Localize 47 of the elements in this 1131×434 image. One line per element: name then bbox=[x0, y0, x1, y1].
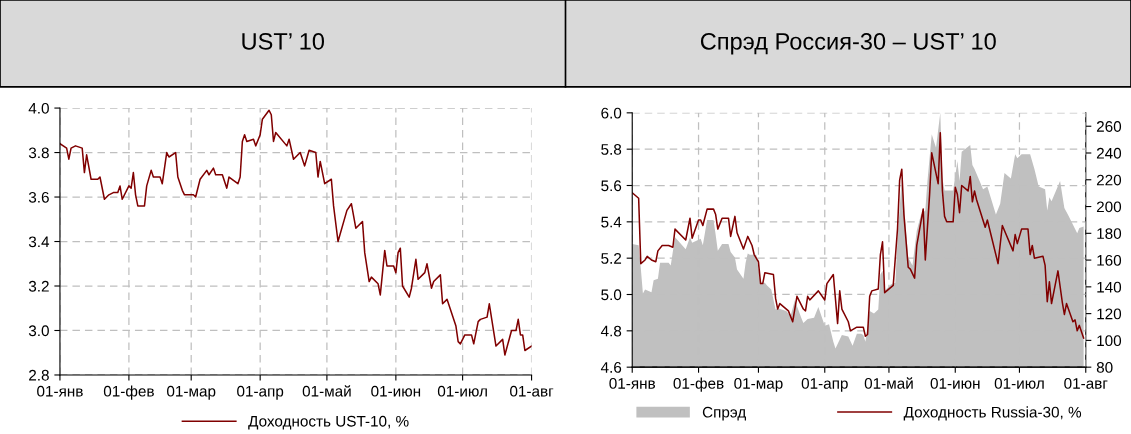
y-tick-label: 3.8 bbox=[28, 147, 49, 159]
x-tick-label: 01-мар bbox=[167, 385, 216, 400]
x-tick-label: 01-янв bbox=[609, 377, 656, 389]
y2-tick-label: 160 bbox=[1097, 254, 1122, 266]
y-tick-label: 5.6 bbox=[601, 180, 622, 192]
legend-label: Доходность Russia-30, % bbox=[903, 406, 1082, 421]
legend-label: Доходность UST-10, % bbox=[248, 415, 409, 430]
y-tick-label: 3.4 bbox=[28, 236, 50, 248]
y-tick-label: 5.0 bbox=[601, 289, 622, 301]
y2-tick-label: 220 bbox=[1096, 174, 1122, 186]
x-tick-label: 01-фев bbox=[673, 377, 724, 392]
y2-tick-label: 240 bbox=[1096, 147, 1122, 159]
y-tick-label: 4.6 bbox=[600, 362, 622, 373]
y-tick-label: 5.2 bbox=[601, 253, 622, 264]
x-tick-label: 01-фев bbox=[103, 385, 154, 400]
x-tick-label: 01-мар bbox=[734, 377, 783, 392]
x-tick-label: 01-июл bbox=[994, 377, 1044, 389]
y2-tick-label: 140 bbox=[1097, 281, 1122, 293]
x-tick-label: 01-янв bbox=[37, 385, 83, 397]
y-tick-label: 3.2 bbox=[28, 280, 49, 292]
y2-tick-label: 80 bbox=[1096, 362, 1113, 373]
line-series bbox=[632, 132, 1085, 339]
legend-label: Спрэд bbox=[702, 406, 746, 421]
x-tick-label: 01-май bbox=[302, 385, 351, 397]
y2-tick-label: 180 bbox=[1097, 228, 1122, 239]
y-tick-label: 5.8 bbox=[601, 144, 622, 155]
y-tick-label: 4.8 bbox=[600, 325, 622, 337]
x-tick-label: 01-июл bbox=[437, 385, 487, 397]
x-tick-label: 01-авг bbox=[510, 385, 554, 397]
x-tick-label: 01-апр bbox=[237, 385, 284, 400]
y-tick-label: 5.4 bbox=[601, 216, 622, 228]
y-tick-label: 6.0 bbox=[601, 107, 622, 119]
y2-tick-label: 200 bbox=[1096, 201, 1122, 213]
y2-tick-label: 260 bbox=[1096, 121, 1122, 132]
y2-tick-label: 100 bbox=[1097, 335, 1122, 347]
chart-title: UST’ 10 bbox=[242, 33, 325, 50]
y-tick-label: 3.6 bbox=[28, 191, 49, 203]
y-tick-label: 3.0 bbox=[28, 325, 49, 337]
x-tick-label: 01-июн bbox=[371, 385, 421, 397]
chart-title: Спрэд Россия-30 – UST’ 10 bbox=[700, 33, 996, 55]
y-tick-label: 2.8 bbox=[29, 369, 49, 381]
y-tick-label: 4.0 bbox=[28, 102, 49, 114]
y2-tick-label: 120 bbox=[1097, 308, 1122, 320]
x-tick-label: 01-авг bbox=[1064, 377, 1108, 389]
x-tick-label: 01-июн bbox=[930, 377, 980, 389]
x-tick-label: 01-апр bbox=[801, 377, 848, 392]
x-tick-label: 01-май bbox=[864, 377, 913, 389]
